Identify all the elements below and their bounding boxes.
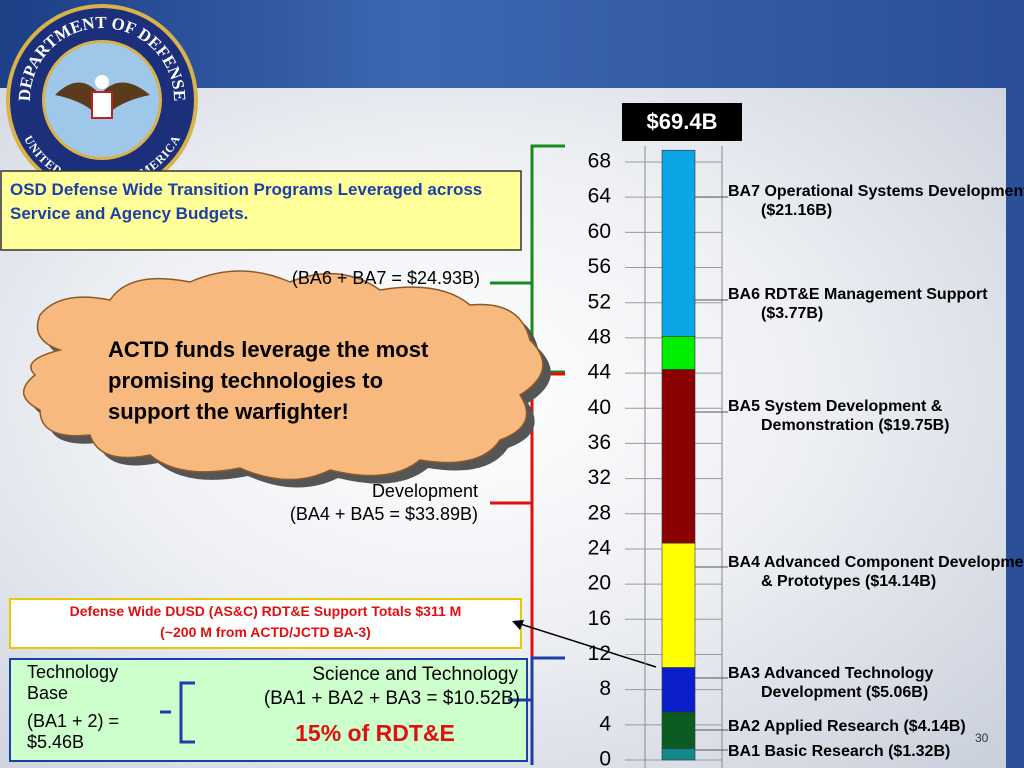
y-tick-label: 64 (588, 185, 612, 208)
y-tick-label: 56 (588, 255, 611, 278)
y-tick-label: 24 (588, 536, 612, 559)
y-tick-label: 12 (588, 642, 611, 665)
series-label: BA2 Applied Research ($4.14B) (728, 718, 966, 735)
group-label: (BA6 + BA7 = $24.93B) (291, 268, 480, 288)
y-tick-label: 32 (588, 466, 611, 489)
y-tick-label: 44 (588, 361, 612, 384)
title-text: OSD Defense Wide Transition Programs Lev… (10, 180, 483, 223)
note-line: Defense Wide DUSD (AS&C) RDT&E Support T… (69, 603, 462, 619)
bar-segment (661, 149, 696, 337)
y-tick-label: 48 (588, 325, 611, 348)
note-arrow (513, 621, 657, 668)
y-tick-label: 20 (588, 572, 611, 595)
bar-segment (661, 667, 696, 713)
y-tick-label: 36 (588, 431, 611, 454)
group-name: Science and Technology (312, 664, 518, 685)
y-tick-label: 60 (588, 220, 611, 243)
bar-segment (661, 711, 696, 749)
y-tick-label: 68 (588, 150, 611, 173)
y-tick-label: 4 (599, 712, 611, 735)
note-box (9, 598, 522, 649)
note-line: (~200 M from ACTD/JCTD BA-3) (160, 624, 371, 640)
group-label: (BA1 + BA2 + BA3 = $10.52B) (263, 688, 520, 709)
bar-segment (661, 748, 696, 761)
series-label: BA3 Advanced Technology Development ($5.… (728, 665, 934, 701)
arrow-head (512, 620, 524, 630)
group-share: 15% of RDT&E (295, 720, 455, 746)
tech-base-label: (BA1 + 2) = $5.46B (27, 711, 120, 752)
series-label: BA7 Operational Systems Development ($21… (728, 183, 1024, 219)
cloud-text: ACTD funds leverage the most promising t… (108, 337, 429, 424)
bar-segment (661, 369, 696, 544)
bar-segment (661, 542, 696, 668)
group-label: (BA4 + BA5 = $33.89B) (289, 504, 478, 524)
y-tick-label: 52 (588, 290, 611, 313)
total-label: $69.4B (647, 109, 718, 134)
page-number: 30 (975, 731, 989, 745)
st-box (9, 658, 528, 762)
bracket-tech-base (179, 681, 195, 744)
bracket-st (530, 656, 565, 765)
callout-cloud (23, 270, 551, 488)
series-label: BA6 RDT&E Management Support ($3.77B) (728, 286, 988, 322)
bracket-ba4-ba5 (530, 372, 565, 660)
series-label: BA4 Advanced Component Development & Pro… (728, 554, 1024, 590)
seal: DEPARTMENT OF DEFENSE UNITED STATES OF A… (6, 4, 198, 196)
series-label: BA1 Basic Research ($1.32B) (728, 743, 951, 760)
y-tick-label: 40 (588, 396, 611, 419)
series-label: BA5 System Development & Demonstration (… (728, 398, 950, 434)
group-name: Development (371, 481, 478, 501)
total-box (622, 103, 742, 141)
title-box (0, 170, 522, 251)
y-tick-label: 0 (599, 748, 611, 768)
y-tick-label: 28 (588, 501, 611, 524)
bracket-ba6-ba7 (530, 144, 565, 374)
y-tick-label: 16 (588, 607, 611, 630)
y-tick-label: 8 (599, 677, 611, 700)
bar-segment (661, 336, 696, 370)
tech-base-name: Technology Base (27, 662, 119, 703)
